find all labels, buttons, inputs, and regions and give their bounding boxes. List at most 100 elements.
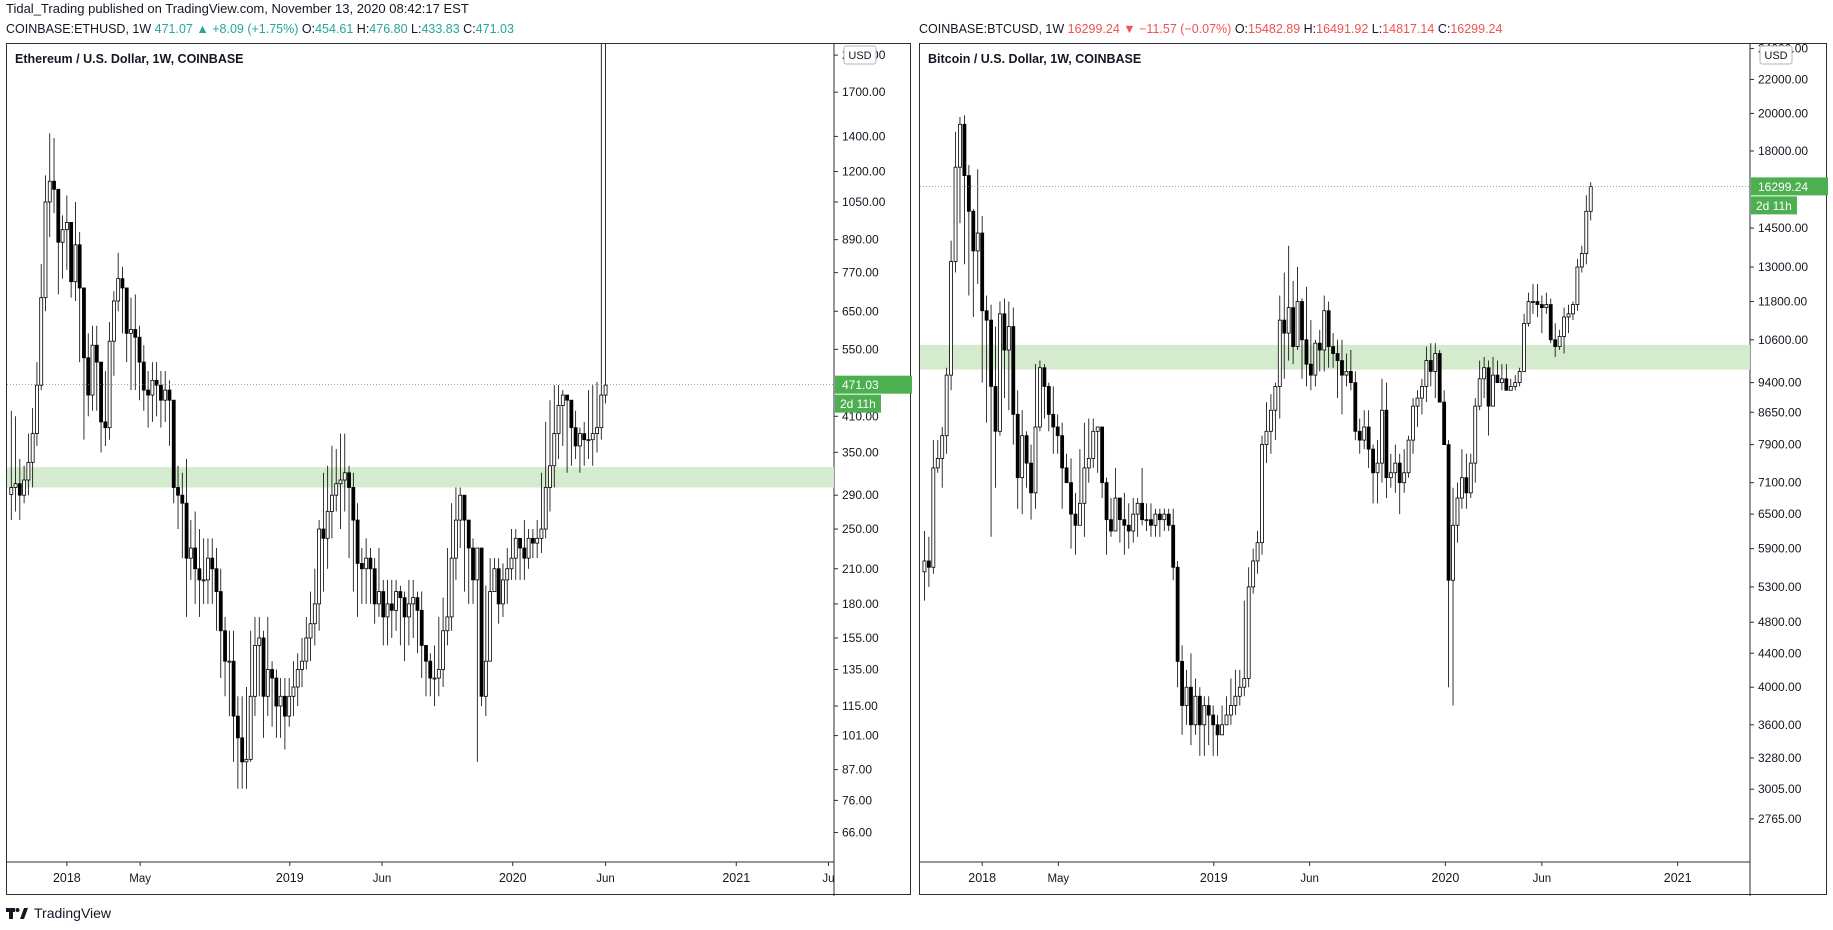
eth-candle[interactable] [120,266,125,334]
btc-candle[interactable] [971,208,976,317]
btc-candle[interactable] [1046,382,1051,432]
btc-currency-badge[interactable]: USD [1759,45,1793,65]
eth-candle[interactable] [471,538,475,604]
btc-candle[interactable] [1420,378,1424,415]
eth-candle[interactable] [530,529,535,559]
btc-candle[interactable] [966,165,971,296]
eth-candle[interactable] [475,547,480,762]
btc-candle[interactable] [1491,357,1495,407]
btc-candle[interactable] [1455,482,1460,543]
btc-candle[interactable] [1273,382,1278,441]
btc-candle[interactable] [1380,378,1384,483]
btc-candle[interactable] [1144,503,1149,531]
eth-candle[interactable] [111,291,116,376]
btc-candle[interactable] [1166,508,1171,531]
eth-candle[interactable] [150,362,155,422]
btc-candle[interactable] [1131,498,1136,543]
eth-candle[interactable] [603,44,608,404]
btc-candle[interactable] [1246,567,1251,688]
btc-candle[interactable] [1402,449,1407,493]
eth-candle[interactable] [17,458,22,521]
eth-candle[interactable] [381,579,386,646]
eth-candle[interactable] [99,361,103,453]
btc-candle[interactable] [926,536,931,587]
btc-candle[interactable] [1251,548,1256,594]
btc-candle[interactable] [1553,323,1558,358]
btc-candle[interactable] [1451,487,1455,706]
btc-candle[interactable] [1340,339,1344,415]
btc-candle[interactable] [1109,498,1113,537]
btc-candle[interactable] [1406,435,1411,478]
eth-candle[interactable] [159,371,163,428]
btc-candle[interactable] [1508,378,1513,391]
btc-candle[interactable] [1326,301,1331,368]
btc-candle[interactable] [1060,422,1065,509]
btc-candle[interactable] [1295,267,1300,351]
eth-candle[interactable] [466,519,471,604]
eth-candle[interactable] [351,472,356,592]
eth-candle[interactable] [60,215,65,279]
eth-candle[interactable] [552,385,557,488]
btc-candle[interactable] [1535,283,1540,317]
btc-candle[interactable] [1539,295,1544,334]
btc-candle[interactable] [1348,350,1353,391]
eth-candle[interactable] [227,630,232,717]
eth-candle[interactable] [492,558,497,592]
eth-candle[interactable] [496,558,501,624]
eth-candle[interactable] [64,195,69,270]
btc-candle[interactable] [1104,477,1109,555]
eth-candle[interactable] [274,669,279,738]
btc-candle[interactable] [1038,360,1042,432]
eth-candle[interactable] [206,538,210,604]
eth-candle[interactable] [295,653,300,707]
eth-candle[interactable] [103,371,108,446]
eth-candle[interactable] [535,520,540,559]
btc-candle[interactable] [1242,600,1247,697]
btc-candle[interactable] [1335,339,1340,399]
btc-candle[interactable] [1237,669,1242,706]
btc-candle[interactable] [1113,467,1118,532]
btc-candle[interactable] [931,440,936,574]
btc-candle[interactable] [1362,410,1367,450]
btc-candle[interactable] [1042,364,1047,419]
btc-candle[interactable] [1157,508,1162,537]
btc-candle[interactable] [1193,678,1198,735]
btc-candle[interactable] [1588,182,1593,221]
eth-candle[interactable] [47,133,52,238]
eth-candle[interactable] [599,44,604,440]
btc-candle[interactable] [949,240,953,391]
eth-candle[interactable] [257,616,262,697]
btc-candle[interactable] [1522,313,1526,372]
btc-last-price-tag[interactable]: 16299.24 [1751,177,1828,196]
btc-candle[interactable] [1162,508,1167,531]
btc-candle[interactable] [1211,705,1216,756]
eth-candle[interactable] [355,503,360,617]
btc-candle[interactable] [1317,329,1322,372]
btc-candle[interactable] [1562,307,1566,354]
btc-candle[interactable] [1375,440,1380,504]
btc-candle[interactable] [1433,343,1438,399]
btc-candle[interactable] [1322,295,1327,372]
eth-candle[interactable] [411,579,416,638]
btc-candle[interactable] [993,326,998,488]
btc-candle[interactable] [1051,386,1056,454]
eth-candle[interactable] [389,579,394,638]
btc-candle[interactable] [1229,678,1233,725]
btc-candle[interactable] [1353,371,1358,441]
btc-candle[interactable] [1460,449,1464,509]
eth-candle[interactable] [107,322,112,440]
btc-candle[interactable] [1264,402,1269,464]
btc-candlestick-chart[interactable]: 24000.0022000.0020000.0018000.0014500.00… [920,44,1828,896]
eth-candle[interactable] [364,538,369,604]
eth-candle[interactable] [9,410,14,521]
eth-candle[interactable] [26,433,31,496]
btc-candle[interactable] [1446,440,1451,688]
btc-candle[interactable] [1384,382,1389,499]
eth-candle[interactable] [334,449,339,512]
eth-candle[interactable] [359,548,364,604]
btc-candle[interactable] [1415,390,1420,427]
btc-candle[interactable] [1002,298,1007,399]
eth-candle[interactable] [231,630,236,762]
eth-candle[interactable] [321,472,326,592]
btc-candle[interactable] [1260,435,1264,555]
